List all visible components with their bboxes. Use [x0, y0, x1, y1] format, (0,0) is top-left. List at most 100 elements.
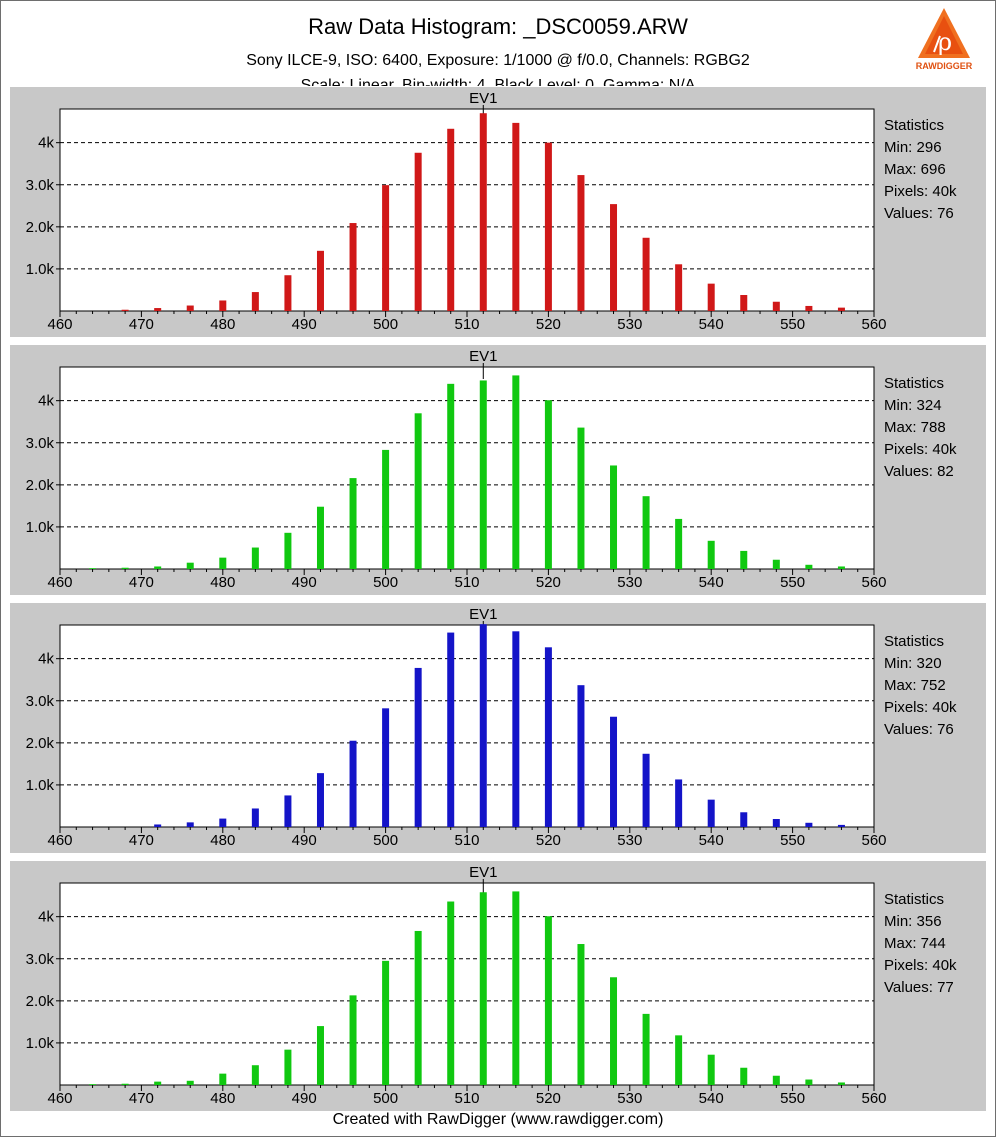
- y-tick-label: 3.0k: [26, 177, 55, 194]
- histogram-bar: [610, 716, 618, 827]
- statistics-values: Values: 77: [884, 979, 954, 996]
- histogram-bar: [316, 506, 324, 569]
- x-tick-label: 530: [617, 574, 642, 591]
- x-tick-label: 560: [861, 1090, 886, 1107]
- histogram-bar: [577, 427, 585, 569]
- histogram-bar: [349, 995, 357, 1085]
- y-tick-label: 1.0k: [26, 519, 55, 536]
- chart-title: EV1: [469, 90, 497, 107]
- x-tick-label: 500: [373, 316, 398, 333]
- histogram-bar: [740, 295, 748, 311]
- histogram-chart-green2: EV1 1.0k 2.0k 3.0k 4k 460 470 480 490 500 510 520 53…: [26, 864, 887, 1107]
- x-tick-label: 490: [292, 1090, 317, 1107]
- x-tick-label: 510: [454, 832, 479, 849]
- y-tick-label: 2.0k: [26, 219, 55, 236]
- y-tick-label: 1.0k: [26, 1035, 55, 1052]
- statistics-min: Min: 296: [884, 139, 942, 156]
- chart-title: EV1: [469, 864, 497, 881]
- x-tick-label: 470: [129, 316, 154, 333]
- y-tick-label: 1.0k: [26, 261, 55, 278]
- histogram-bar: [89, 1084, 97, 1085]
- chart-title: EV1: [469, 606, 497, 623]
- histogram-panel-blue: EV1 1.0k 2.0k 3.0k 4k 460 470 480 490 500 510 520 53…: [10, 603, 986, 853]
- histogram-bar: [642, 1013, 650, 1085]
- histogram-bar: [675, 779, 683, 827]
- histogram-bar: [186, 305, 194, 311]
- histogram-bar: [447, 632, 455, 827]
- histogram-bar: [642, 753, 650, 827]
- x-tick-label: 550: [780, 1090, 805, 1107]
- y-tick-label: 4k: [38, 135, 54, 152]
- histogram-bar: [284, 795, 292, 827]
- histogram-bar: [121, 309, 129, 311]
- histogram-bar: [544, 400, 552, 569]
- histogram-bar: [414, 667, 422, 827]
- statistics-heading: Statistics: [884, 633, 945, 650]
- histogram-bar: [284, 1049, 292, 1085]
- x-tick-label: 490: [292, 574, 317, 591]
- statistics-pixels: Pixels: 40k: [884, 699, 957, 716]
- histogram-bar: [610, 977, 618, 1085]
- histogram-bar: [577, 685, 585, 827]
- statistics-heading: Statistics: [884, 891, 945, 908]
- histogram-bar: [479, 380, 487, 569]
- histogram-bar: [89, 568, 97, 569]
- histogram-bar: [186, 1080, 194, 1085]
- plot-area: [59, 624, 875, 828]
- statistics-pixels: Pixels: 40k: [884, 441, 957, 458]
- histogram-bar: [512, 891, 520, 1085]
- x-tick-label: 500: [373, 1090, 398, 1107]
- statistics-red: Statistics Min: 296 Max: 696 Pixels: 40k…: [884, 115, 957, 225]
- statistics-heading: Statistics: [884, 375, 945, 392]
- statistics-pixels: Pixels: 40k: [884, 183, 957, 200]
- statistics-values: Values: 76: [884, 721, 954, 738]
- histogram-chart-blue: EV1 1.0k 2.0k 3.0k 4k 460 470 480 490 500 510 520 53…: [26, 606, 887, 849]
- statistics-green2: Statistics Min: 356 Max: 744 Pixels: 40k…: [884, 889, 957, 999]
- histogram-bar: [251, 808, 259, 827]
- histogram-bar: [707, 799, 715, 827]
- statistics-max: Max: 752: [884, 677, 946, 694]
- x-tick-label: 460: [47, 316, 72, 333]
- x-tick-label: 480: [210, 574, 235, 591]
- logo-text: RAWDIGGER: [916, 61, 973, 71]
- histogram-bar: [805, 1079, 813, 1085]
- histogram-bar: [707, 283, 715, 311]
- histogram-panel-green: EV1 1.0k 2.0k 3.0k 4k 460 470 480 490 500 510 520 53…: [10, 345, 986, 595]
- histogram-bar: [251, 547, 259, 569]
- chart-title: EV1: [469, 348, 497, 365]
- histogram-bar: [219, 1073, 227, 1085]
- histogram-bar: [610, 204, 618, 311]
- x-tick-label: 470: [129, 1090, 154, 1107]
- histogram-bar: [772, 559, 780, 569]
- histogram-bar: [154, 1081, 162, 1085]
- histogram-bar: [772, 301, 780, 311]
- histogram-bar: [837, 1082, 845, 1085]
- histogram-bar: [512, 375, 520, 569]
- histogram-bar: [382, 185, 390, 311]
- x-tick-label: 560: [861, 316, 886, 333]
- x-tick-label: 520: [536, 832, 561, 849]
- histogram-bar: [121, 1083, 129, 1085]
- histogram-chart-red: EV1 1.0k 2.0k 3.0k 4k 460 470 480 490 500 510 520 53…: [26, 90, 887, 333]
- plot-area: [59, 366, 875, 570]
- y-tick-label: 3.0k: [26, 951, 55, 968]
- svg-text:ρ: ρ: [938, 28, 952, 56]
- histogram-bar: [251, 292, 259, 311]
- histogram-bar: [512, 122, 520, 311]
- statistics-min: Min: 356: [884, 913, 942, 930]
- histogram-bar: [837, 566, 845, 569]
- x-tick-label: 500: [373, 574, 398, 591]
- histogram-bar: [251, 1065, 259, 1085]
- x-tick-label: 470: [129, 574, 154, 591]
- x-tick-label: 560: [861, 832, 886, 849]
- histogram-bar: [740, 1067, 748, 1085]
- x-tick-label: 550: [780, 832, 805, 849]
- histogram-bar: [154, 308, 162, 311]
- histogram-bar: [219, 557, 227, 569]
- x-tick-label: 460: [47, 832, 72, 849]
- histogram-bar: [284, 532, 292, 569]
- histogram-bar: [447, 901, 455, 1085]
- histogram-bar: [577, 175, 585, 311]
- histogram-bar: [316, 773, 324, 827]
- y-tick-label: 1.0k: [26, 777, 55, 794]
